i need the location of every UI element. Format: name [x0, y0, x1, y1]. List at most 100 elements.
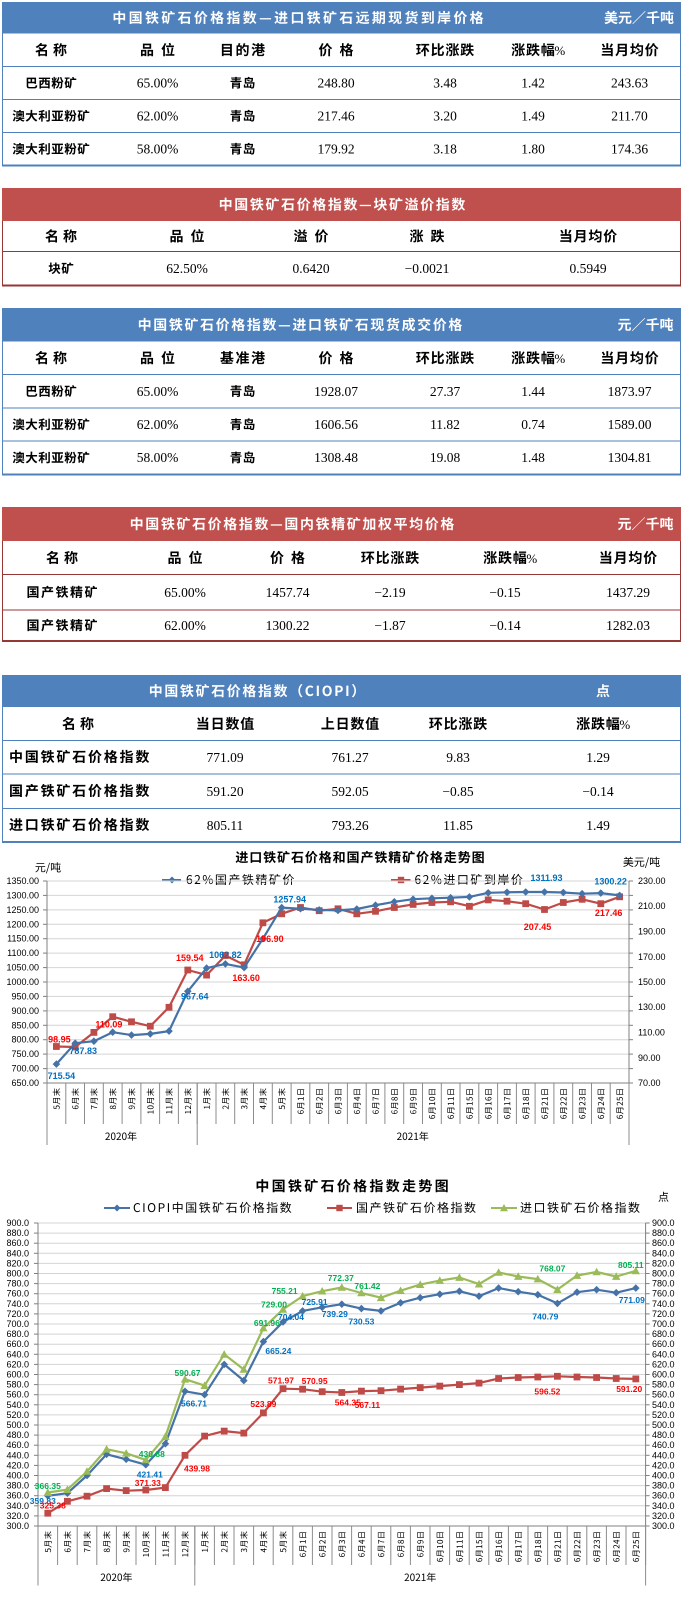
svg-text:520.0: 520.0 — [6, 1410, 29, 1420]
svg-text:620.0: 620.0 — [652, 1359, 675, 1369]
svg-text:359.83: 359.83 — [30, 1496, 56, 1506]
svg-text:360.0: 360.0 — [6, 1491, 29, 1501]
svg-text:70.00: 70.00 — [638, 1078, 661, 1088]
svg-text:1062.82: 1062.82 — [209, 950, 242, 960]
svg-text:793.26: 793.26 — [331, 818, 368, 833]
svg-text:65.00%: 65.00% — [137, 384, 179, 399]
svg-text:760.0: 760.0 — [652, 1289, 675, 1299]
svg-text:729.00: 729.00 — [261, 1299, 287, 1309]
svg-text:170.00: 170.00 — [638, 952, 666, 962]
svg-text:820.0: 820.0 — [652, 1258, 675, 1268]
svg-text:1589.00: 1589.00 — [608, 417, 652, 432]
svg-text:570.95: 570.95 — [302, 1376, 328, 1386]
svg-text:−0.15: −0.15 — [489, 585, 520, 600]
svg-text:564.35: 564.35 — [335, 1398, 361, 1408]
svg-text:179.92: 179.92 — [317, 142, 354, 157]
svg-text:%: % — [554, 43, 565, 58]
svg-text:325.38: 325.38 — [40, 1501, 66, 1511]
svg-text:640.0: 640.0 — [652, 1349, 675, 1359]
svg-text:1200.00: 1200.00 — [6, 919, 39, 929]
svg-text:755.21: 755.21 — [272, 1286, 298, 1296]
svg-text:110.00: 110.00 — [638, 1028, 665, 1038]
svg-text:840.0: 840.0 — [652, 1248, 675, 1258]
svg-text:58.00%: 58.00% — [137, 450, 179, 465]
svg-text:480.0: 480.0 — [652, 1430, 675, 1440]
svg-text:98.95: 98.95 — [48, 1035, 71, 1045]
svg-text:560.0: 560.0 — [6, 1390, 29, 1400]
svg-text:500.0: 500.0 — [6, 1420, 29, 1430]
svg-text:400.0: 400.0 — [6, 1471, 29, 1481]
svg-text:761.42: 761.42 — [354, 1281, 380, 1291]
svg-text:0.5949: 0.5949 — [569, 261, 606, 276]
svg-text:480.0: 480.0 — [6, 1430, 29, 1440]
svg-text:211.70: 211.70 — [611, 109, 648, 124]
svg-text:761.27: 761.27 — [331, 750, 368, 765]
svg-text:248.80: 248.80 — [317, 76, 354, 91]
svg-text:90.00: 90.00 — [638, 1053, 661, 1063]
svg-text:62.00%: 62.00% — [164, 618, 206, 633]
svg-text:739.29: 739.29 — [322, 1309, 348, 1319]
svg-text:780.0: 780.0 — [6, 1279, 29, 1289]
svg-text:−1.87: −1.87 — [374, 618, 405, 633]
svg-text:523.89: 523.89 — [250, 1399, 276, 1409]
svg-text:850.00: 850.00 — [11, 1020, 39, 1030]
svg-text:−2.19: −2.19 — [374, 585, 405, 600]
svg-text:190.00: 190.00 — [638, 927, 666, 937]
svg-text:439.98: 439.98 — [184, 1463, 210, 1473]
svg-text:1311.93: 1311.93 — [530, 873, 562, 883]
svg-text:340.0: 340.0 — [6, 1501, 29, 1511]
svg-text:380.0: 380.0 — [652, 1481, 675, 1491]
svg-text:860.0: 860.0 — [6, 1238, 29, 1248]
svg-text:700.00: 700.00 — [11, 1064, 39, 1074]
svg-text:600.0: 600.0 — [6, 1370, 29, 1380]
svg-text:592.05: 592.05 — [331, 784, 368, 799]
svg-text:62.50%: 62.50% — [166, 261, 208, 276]
svg-text:1457.74: 1457.74 — [266, 585, 310, 600]
svg-text:580.0: 580.0 — [652, 1380, 675, 1390]
svg-text:65.00%: 65.00% — [137, 76, 179, 91]
svg-text:596.52: 596.52 — [534, 1386, 560, 1396]
svg-text:700.0: 700.0 — [652, 1319, 675, 1329]
svg-text:500.0: 500.0 — [652, 1420, 675, 1430]
svg-text:880.0: 880.0 — [652, 1228, 675, 1238]
svg-text:440.0: 440.0 — [6, 1450, 29, 1460]
svg-text:560.0: 560.0 — [652, 1390, 675, 1400]
svg-text:207.45: 207.45 — [524, 922, 552, 932]
svg-text:1.49: 1.49 — [586, 818, 610, 833]
svg-text:1300.00: 1300.00 — [6, 890, 39, 900]
svg-text:360.0: 360.0 — [652, 1491, 675, 1501]
svg-text:−0.14: −0.14 — [489, 618, 520, 633]
svg-text:217.46: 217.46 — [595, 908, 623, 918]
svg-text:740.79: 740.79 — [532, 1311, 558, 1321]
svg-text:580.0: 580.0 — [6, 1380, 29, 1390]
svg-text:740.0: 740.0 — [652, 1299, 675, 1309]
svg-text:680.0: 680.0 — [6, 1329, 29, 1339]
svg-text:805.11: 805.11 — [207, 818, 244, 833]
svg-text:665.24: 665.24 — [265, 1346, 291, 1356]
svg-text:900.0: 900.0 — [652, 1218, 675, 1228]
svg-text:691.96: 691.96 — [254, 1318, 280, 1328]
svg-text:1100.00: 1100.00 — [7, 948, 39, 958]
svg-text:65.00%: 65.00% — [164, 585, 206, 600]
svg-text:704.04: 704.04 — [278, 1312, 304, 1322]
svg-text:1.29: 1.29 — [586, 750, 610, 765]
svg-text:760.0: 760.0 — [6, 1289, 29, 1299]
svg-text:1050.00: 1050.00 — [6, 963, 39, 973]
svg-text:591.20: 591.20 — [616, 1384, 642, 1394]
svg-text:−0.14: −0.14 — [582, 784, 613, 799]
svg-text:715.54: 715.54 — [48, 1071, 76, 1081]
svg-text:159.54: 159.54 — [176, 953, 204, 963]
svg-text:1.44: 1.44 — [521, 384, 545, 399]
svg-text:3.20: 3.20 — [433, 109, 457, 124]
svg-text:700.0: 700.0 — [6, 1319, 29, 1329]
svg-text:1437.29: 1437.29 — [606, 585, 650, 600]
svg-text:%: % — [619, 717, 630, 732]
svg-text:740.0: 740.0 — [6, 1299, 29, 1309]
svg-text:620.0: 620.0 — [6, 1359, 29, 1369]
svg-text:400.0: 400.0 — [652, 1471, 675, 1481]
svg-text:1000.00: 1000.00 — [6, 977, 39, 987]
svg-text:163.60: 163.60 — [232, 973, 260, 983]
svg-text:300.0: 300.0 — [6, 1521, 29, 1531]
svg-text:1300.22: 1300.22 — [594, 876, 627, 886]
svg-text:460.0: 460.0 — [6, 1440, 29, 1450]
